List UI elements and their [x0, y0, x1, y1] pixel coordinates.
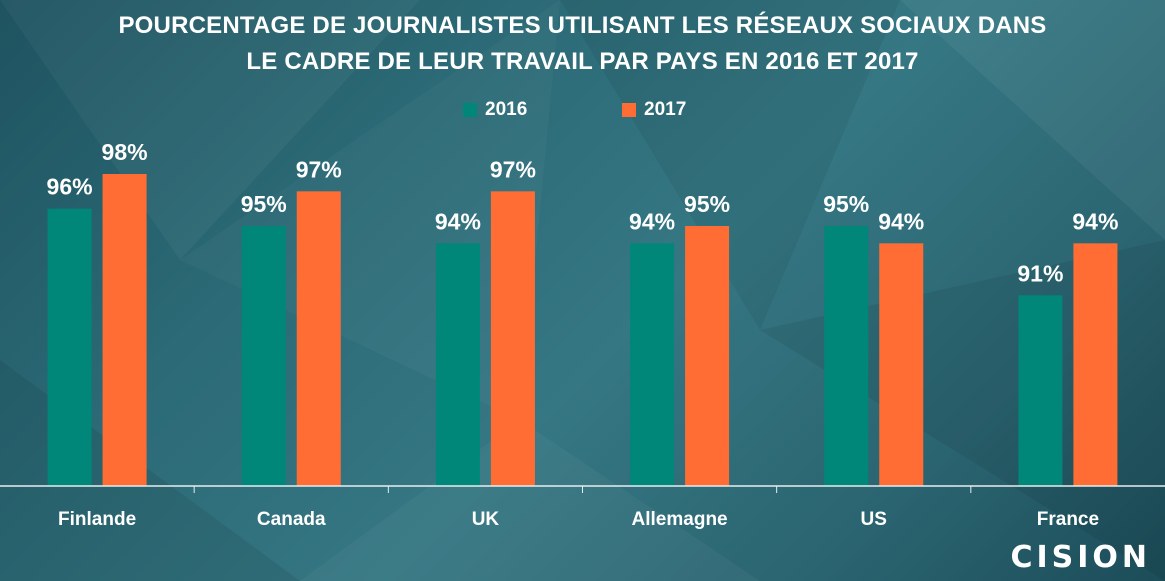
data-label-2016-allemagne: 94% — [629, 208, 675, 234]
x-tick-label-canada: Canada — [257, 509, 326, 530]
chart-title-line-2: LE CADRE DE LEUR TRAVAIL PAR PAYS EN 201… — [246, 48, 919, 75]
data-label-2016-canada: 95% — [241, 191, 287, 217]
data-label-2016-us: 95% — [823, 191, 869, 217]
data-label-2016-france: 91% — [1017, 260, 1063, 286]
data-label-2017-france: 94% — [1072, 208, 1118, 234]
bar-2016-uk — [435, 243, 480, 486]
x-tick-label-france: France — [1037, 509, 1099, 530]
x-tick-label-allemagne: Allemagne — [632, 509, 728, 530]
x-tick-label-uk: UK — [472, 509, 500, 530]
legend-label-2017: 2017 — [644, 99, 687, 120]
data-label-2017-us: 94% — [878, 208, 924, 234]
bar-2017-finlande — [102, 174, 147, 486]
data-label-2016-finlande: 96% — [47, 174, 93, 200]
bar-2017-france — [1073, 243, 1118, 486]
bar-2016-finlande — [47, 208, 92, 486]
x-tick-label-finlande: Finlande — [58, 509, 136, 530]
legend-swatch-2017 — [622, 103, 636, 117]
legend-item-2017: 2017 — [622, 98, 686, 122]
bar-2017-us — [879, 243, 924, 486]
data-label-2016-uk: 94% — [435, 208, 481, 234]
bar-2017-allemagne — [685, 226, 730, 486]
chart-title-line-1: POURCENTAGE DE JOURNALISTES UTILISANT LE… — [118, 12, 1047, 39]
data-label-2017-canada: 97% — [296, 156, 342, 182]
bar-2017-uk — [490, 191, 535, 487]
legend-swatch-2016 — [463, 103, 477, 117]
legend-item-2016: 2016 — [463, 98, 527, 122]
x-tick-label-us: US — [861, 509, 887, 530]
data-label-2017-allemagne: 95% — [684, 191, 730, 217]
legend-label-2016: 2016 — [485, 99, 528, 120]
data-label-2017-finlande: 98% — [102, 139, 148, 165]
bar-2017-canada — [296, 191, 341, 487]
chart-title: POURCENTAGE DE JOURNALISTES UTILISANT LE… — [0, 8, 1165, 80]
bar-2016-allemagne — [630, 243, 675, 486]
legend: 2016 2017 — [0, 98, 1165, 122]
data-label-2017-uk: 97% — [490, 156, 536, 182]
bar-2016-canada — [241, 226, 286, 486]
cision-logo: CISION — [1010, 540, 1151, 575]
bar-2016-us — [824, 226, 869, 486]
bar-2016-france — [1018, 295, 1063, 486]
